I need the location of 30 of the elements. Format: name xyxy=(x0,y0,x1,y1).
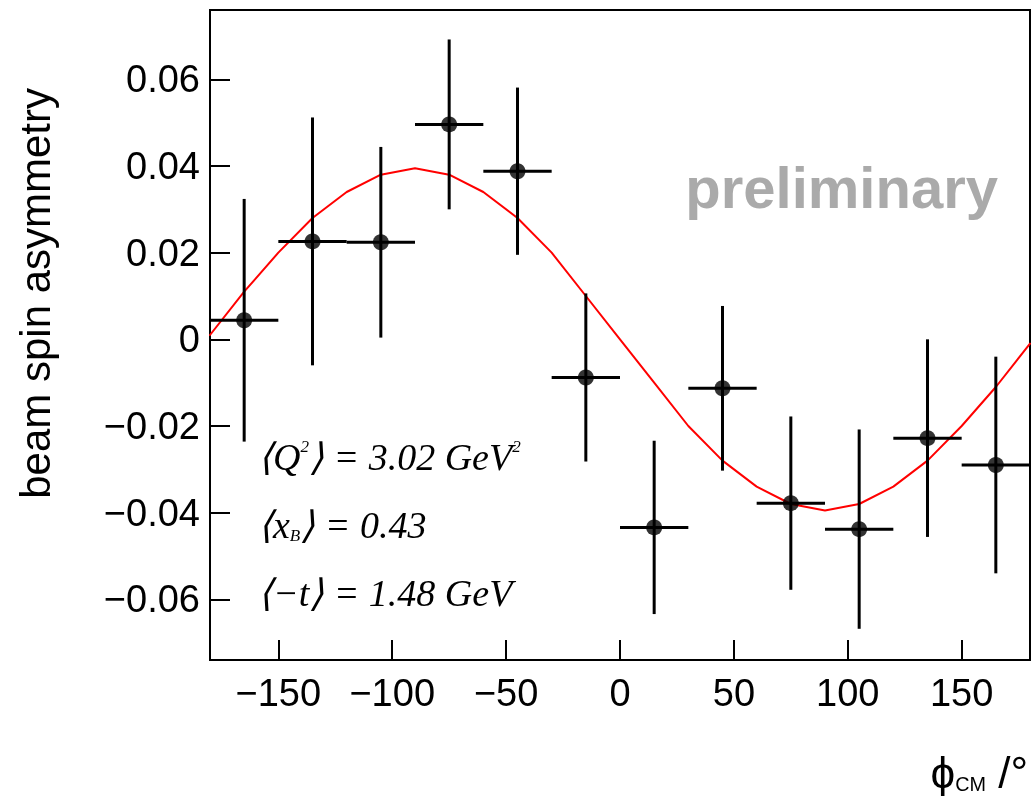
x-tick-label: 50 xyxy=(712,672,756,714)
x-tick-label: 0 xyxy=(609,672,631,714)
y-tick-label: 0 xyxy=(178,318,200,361)
point xyxy=(304,233,321,250)
y-tick-label: 0.04 xyxy=(126,145,200,187)
annotation: ⟨xB⟩ = 0.43 xyxy=(258,504,427,546)
x-tick-label: −50 xyxy=(473,672,539,714)
point xyxy=(782,495,799,512)
point xyxy=(236,312,253,329)
point xyxy=(851,521,868,538)
x-tick-label: 150 xyxy=(929,672,994,714)
y-tick-label: 0.02 xyxy=(126,231,200,274)
x-tick-label: 100 xyxy=(816,672,880,714)
point xyxy=(372,234,389,251)
point xyxy=(441,116,458,133)
x-tick-label: −150 xyxy=(235,672,322,714)
point xyxy=(646,519,663,536)
annotation: ⟨−t⟩ = 1.48 GeV xyxy=(258,572,517,614)
point xyxy=(577,369,594,386)
point xyxy=(919,430,936,447)
y-tick-label: −0.06 xyxy=(103,578,200,621)
point xyxy=(987,457,1004,473)
y-tick-label: 0.06 xyxy=(126,58,200,101)
point xyxy=(714,380,731,397)
y-tick-label: −0.02 xyxy=(103,405,200,447)
y-tick-label: −0.04 xyxy=(103,491,200,534)
y-axis-title: beam spin asymmetry xyxy=(11,88,59,499)
annotation: preliminary xyxy=(685,154,998,220)
point xyxy=(509,163,526,180)
x-tick-label: −100 xyxy=(349,672,436,714)
